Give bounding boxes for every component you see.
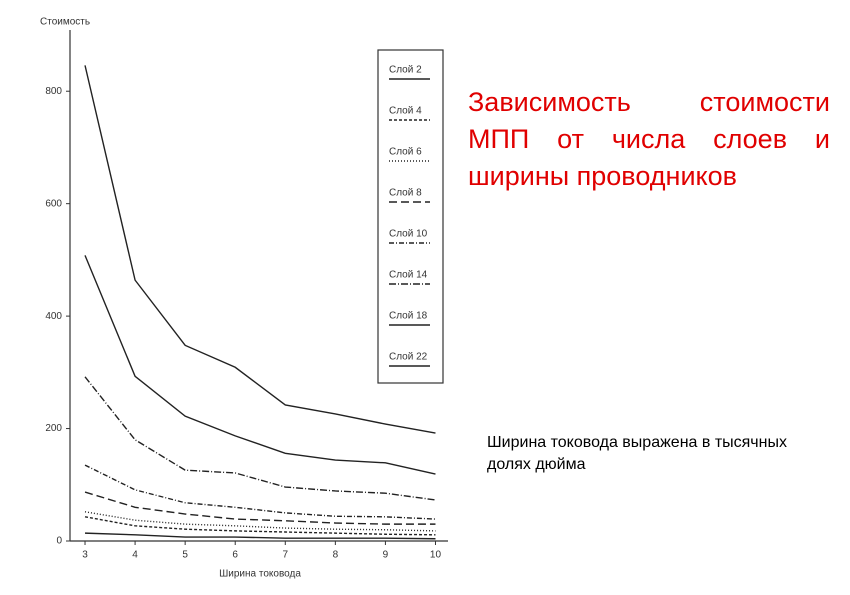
legend-label: Слой 4 bbox=[389, 106, 422, 117]
series-line bbox=[84, 491, 436, 525]
y-tick-label: 400 bbox=[45, 311, 62, 322]
series-line bbox=[84, 516, 436, 536]
legend-label: Слой 14 bbox=[389, 270, 428, 281]
y-tick-label: 800 bbox=[45, 86, 62, 97]
series-line bbox=[84, 255, 436, 475]
series-line bbox=[84, 532, 436, 540]
x-tick-label: 8 bbox=[333, 550, 339, 561]
x-tick-label: 4 bbox=[132, 550, 138, 561]
legend-label: Слой 10 bbox=[389, 229, 428, 240]
legend-label: Слой 22 bbox=[389, 352, 428, 363]
y-tick-label: 0 bbox=[56, 536, 62, 547]
slide-title: Зависимость стоимости МПП от числа слоев… bbox=[468, 87, 830, 191]
series-line bbox=[84, 464, 436, 520]
legend-label: Слой 8 bbox=[389, 188, 422, 199]
y-tick-label: 200 bbox=[45, 423, 62, 434]
y-axis-label: Стоимость bbox=[40, 17, 90, 28]
series-line bbox=[84, 511, 436, 532]
legend-label: Слой 2 bbox=[389, 65, 422, 76]
x-axis-label: Ширина токовода bbox=[219, 569, 301, 580]
y-tick-label: 600 bbox=[45, 198, 62, 209]
legend-box bbox=[377, 49, 444, 384]
x-tick-label: 9 bbox=[383, 550, 389, 561]
x-tick-label: 5 bbox=[182, 550, 188, 561]
x-tick-label: 7 bbox=[283, 550, 289, 561]
series-line bbox=[84, 376, 436, 501]
legend-label: Слой 18 bbox=[389, 311, 428, 322]
x-tick-label: 3 bbox=[82, 550, 88, 561]
x-tick-label: 6 bbox=[232, 550, 238, 561]
series-line bbox=[84, 65, 436, 434]
x-tick-label: 10 bbox=[430, 550, 442, 561]
note: Ширина токовода выражена в тысячных доля… bbox=[487, 434, 787, 473]
legend-label: Слой 6 bbox=[389, 147, 422, 158]
